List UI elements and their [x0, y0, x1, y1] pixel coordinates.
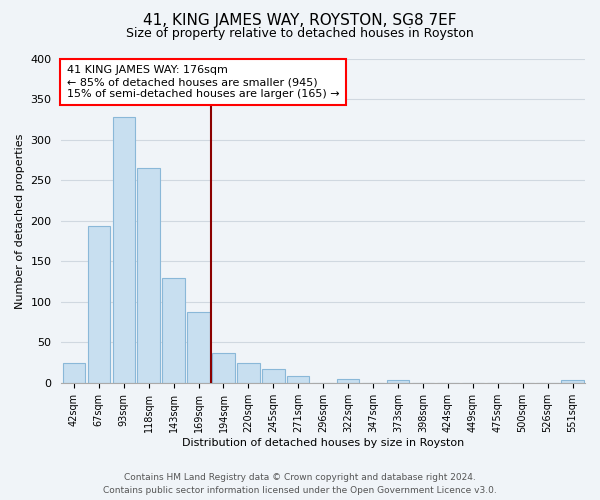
- Bar: [562, 380, 584, 383]
- Bar: [337, 379, 359, 383]
- Bar: [262, 369, 284, 383]
- Bar: [237, 362, 260, 383]
- Text: Size of property relative to detached houses in Royston: Size of property relative to detached ho…: [126, 28, 474, 40]
- Bar: [387, 380, 409, 383]
- Y-axis label: Number of detached properties: Number of detached properties: [15, 133, 25, 308]
- Bar: [287, 376, 310, 383]
- Text: 41 KING JAMES WAY: 176sqm
← 85% of detached houses are smaller (945)
15% of semi: 41 KING JAMES WAY: 176sqm ← 85% of detac…: [67, 66, 339, 98]
- Bar: [88, 226, 110, 383]
- Bar: [163, 278, 185, 383]
- Bar: [62, 362, 85, 383]
- Bar: [212, 353, 235, 383]
- Bar: [113, 118, 135, 383]
- Text: Contains HM Land Registry data © Crown copyright and database right 2024.
Contai: Contains HM Land Registry data © Crown c…: [103, 473, 497, 495]
- Text: 41, KING JAMES WAY, ROYSTON, SG8 7EF: 41, KING JAMES WAY, ROYSTON, SG8 7EF: [143, 12, 457, 28]
- Bar: [187, 312, 210, 383]
- Bar: [137, 168, 160, 383]
- X-axis label: Distribution of detached houses by size in Royston: Distribution of detached houses by size …: [182, 438, 464, 448]
